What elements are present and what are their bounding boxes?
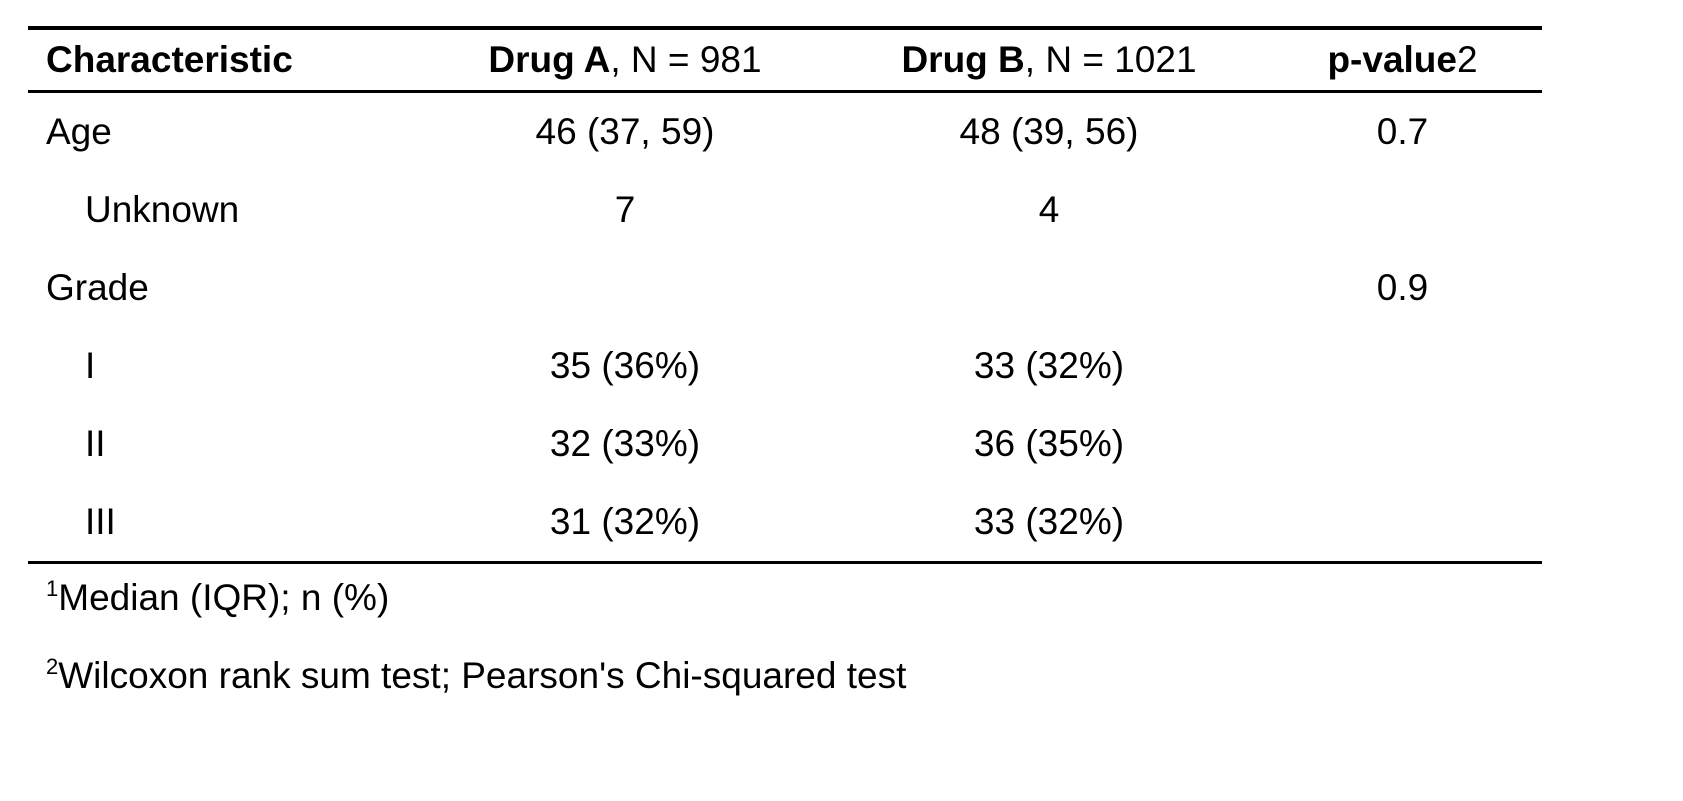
p-value: 0.9 bbox=[1376, 267, 1429, 308]
footnote-2-mark: 2 bbox=[46, 654, 59, 679]
footnote-1: 1Median (IQR); n (%) bbox=[46, 578, 906, 656]
drug-a-value: 32 (33%) bbox=[549, 423, 701, 464]
table-row-grade-iii: III 31 (32%) 33 (32%) bbox=[28, 483, 1542, 563]
header-characteristic: Characteristic bbox=[28, 28, 415, 92]
drug-a-value: 31 (32%) bbox=[549, 501, 701, 542]
p-value bbox=[1263, 327, 1542, 405]
drug-b-value: 4 bbox=[1038, 189, 1060, 230]
table-row-grade: Grade 0.9 bbox=[28, 249, 1542, 327]
drug-b-value: 36 (35%) bbox=[973, 423, 1125, 464]
drug-b-value bbox=[835, 249, 1263, 327]
footnote-2: 2Wilcoxon rank sum test; Pearson's Chi-s… bbox=[46, 656, 906, 734]
footnote-1-text: Median (IQR); n (%) bbox=[58, 577, 390, 618]
row-label: I bbox=[85, 345, 96, 386]
header-p-value-mark: 2 bbox=[1456, 39, 1478, 80]
summary-table-container: Characteristic Drug A, N = 981 Drug B, N… bbox=[28, 26, 1542, 564]
row-label: III bbox=[85, 501, 116, 542]
header-drug-b: Drug B, N = 1021 bbox=[835, 28, 1263, 92]
drug-b-value: 33 (32%) bbox=[973, 345, 1125, 386]
header-characteristic-label: Characteristic bbox=[46, 39, 293, 80]
p-value bbox=[1263, 483, 1542, 563]
footnote-2-text: Wilcoxon rank sum test; Pearson's Chi-sq… bbox=[58, 655, 907, 696]
drug-a-value: 35 (36%) bbox=[549, 345, 701, 386]
table-row-grade-i: I 35 (36%) 33 (32%) bbox=[28, 327, 1542, 405]
footnotes: 1Median (IQR); n (%) 2Wilcoxon rank sum … bbox=[46, 578, 906, 734]
table-row-grade-ii: II 32 (33%) 36 (35%) bbox=[28, 405, 1542, 483]
drug-a-value bbox=[415, 249, 835, 327]
row-label: II bbox=[85, 423, 106, 464]
header-drug-a-n: , N = 981 bbox=[610, 39, 762, 80]
header-drug-a: Drug A, N = 981 bbox=[415, 28, 835, 92]
p-value bbox=[1263, 405, 1542, 483]
table-header-row: Characteristic Drug A, N = 981 Drug B, N… bbox=[28, 28, 1542, 92]
table-row-age-unknown: Unknown 7 4 bbox=[28, 171, 1542, 249]
header-drug-b-name: Drug B bbox=[901, 39, 1025, 80]
header-p-value-label: p-value bbox=[1327, 39, 1457, 80]
row-label: Grade bbox=[46, 267, 149, 308]
drug-a-value: 46 (37, 59) bbox=[535, 111, 715, 152]
row-label: Age bbox=[46, 111, 112, 152]
footnote-1-mark: 1 bbox=[46, 576, 59, 601]
header-p-value: p-value2 bbox=[1263, 28, 1542, 92]
summary-table: Characteristic Drug A, N = 981 Drug B, N… bbox=[28, 26, 1542, 564]
header-drug-a-name: Drug A bbox=[488, 39, 611, 80]
p-value: 0.7 bbox=[1376, 111, 1429, 152]
row-label: Unknown bbox=[85, 189, 240, 230]
header-drug-b-n: , N = 1021 bbox=[1024, 39, 1197, 80]
drug-b-value: 48 (39, 56) bbox=[959, 111, 1139, 152]
table-row-age: Age 46 (37, 59) 48 (39, 56) 0.7 bbox=[28, 92, 1542, 172]
drug-a-value: 7 bbox=[614, 189, 636, 230]
p-value bbox=[1263, 171, 1542, 249]
drug-b-value: 33 (32%) bbox=[973, 501, 1125, 542]
